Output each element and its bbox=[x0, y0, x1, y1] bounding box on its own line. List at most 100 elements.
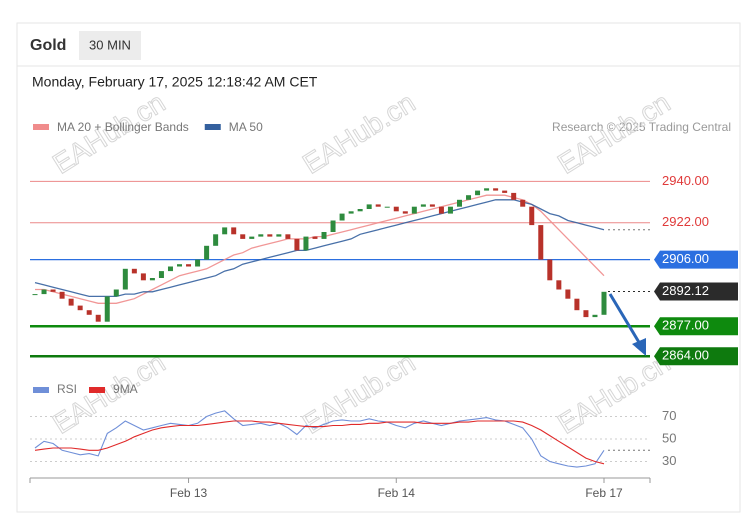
candle bbox=[411, 206, 417, 214]
candle bbox=[529, 206, 535, 226]
candle bbox=[475, 190, 481, 196]
ma-line bbox=[35, 194, 605, 304]
candle bbox=[493, 188, 499, 191]
candle bbox=[77, 305, 83, 311]
candle bbox=[158, 271, 164, 278]
candle bbox=[50, 289, 56, 292]
level-badge bbox=[654, 317, 738, 336]
rsi-tick-label: 70 bbox=[662, 408, 676, 423]
level-label: 2892.12 bbox=[662, 283, 709, 298]
candle bbox=[213, 234, 219, 246]
rsi-tick-label: 30 bbox=[662, 453, 676, 468]
legend-label: 9MA bbox=[113, 382, 138, 396]
x-tick-label: Feb 17 bbox=[585, 486, 623, 500]
candle bbox=[384, 206, 390, 208]
candle bbox=[447, 206, 453, 214]
candle bbox=[267, 234, 273, 237]
interval-badge[interactable] bbox=[79, 31, 141, 60]
candle bbox=[348, 211, 354, 214]
legend-label: MA 20 + Bollinger Bands bbox=[57, 120, 189, 134]
candle bbox=[104, 296, 110, 322]
candle bbox=[574, 298, 580, 311]
legend-swatch bbox=[33, 124, 49, 130]
candle bbox=[556, 280, 562, 290]
candle bbox=[195, 259, 201, 267]
candle bbox=[285, 234, 291, 239]
timestamp: Monday, February 17, 2025 12:18:42 AM CE… bbox=[32, 74, 318, 90]
card bbox=[16, 22, 741, 513]
level-badge bbox=[654, 347, 738, 366]
candle bbox=[32, 294, 38, 296]
candle bbox=[502, 190, 508, 193]
legend-label: MA 50 bbox=[229, 120, 263, 134]
candle bbox=[429, 204, 435, 207]
candle bbox=[41, 289, 47, 295]
candle bbox=[68, 298, 74, 306]
legend-swatch bbox=[204, 124, 221, 130]
candle bbox=[393, 206, 399, 212]
candle bbox=[484, 188, 490, 191]
legend-swatch bbox=[89, 387, 106, 393]
candle bbox=[339, 213, 345, 221]
legend-label: RSI bbox=[57, 382, 77, 396]
candle bbox=[113, 289, 119, 297]
level-label: 2864.00 bbox=[662, 348, 709, 363]
ma-line bbox=[34, 199, 605, 298]
candle bbox=[466, 195, 472, 200]
candle bbox=[601, 291, 607, 315]
candle bbox=[149, 278, 155, 281]
candle bbox=[321, 232, 327, 239]
legend-swatch bbox=[33, 387, 49, 393]
credit: Research © 2025 Trading Central bbox=[552, 120, 731, 134]
candle bbox=[276, 234, 282, 237]
x-tick-label: Feb 13 bbox=[170, 486, 208, 500]
symbol: Gold bbox=[30, 37, 66, 54]
candle bbox=[520, 199, 526, 207]
candle bbox=[330, 220, 336, 232]
level-label: 2877.00 bbox=[662, 318, 709, 333]
candle bbox=[357, 209, 363, 212]
candle bbox=[565, 289, 571, 299]
candle bbox=[303, 236, 309, 251]
candle bbox=[86, 310, 92, 315]
level-label: 2922.00 bbox=[662, 214, 709, 229]
candle bbox=[583, 310, 589, 318]
candle bbox=[294, 238, 300, 251]
candle bbox=[204, 245, 210, 260]
rsi-line bbox=[34, 420, 605, 465]
interval[interactable]: 30 MIN bbox=[89, 37, 131, 52]
level-label: 2906.00 bbox=[662, 251, 709, 266]
candle bbox=[59, 291, 65, 299]
candle bbox=[140, 273, 146, 281]
candle bbox=[186, 264, 192, 267]
candle bbox=[511, 192, 517, 200]
level-badge bbox=[654, 250, 738, 269]
candle bbox=[131, 268, 137, 274]
level-badge bbox=[654, 282, 738, 301]
candle bbox=[547, 259, 553, 281]
candle bbox=[538, 225, 544, 260]
rsi-tick-label: 50 bbox=[662, 430, 676, 445]
candle bbox=[375, 204, 381, 207]
candle bbox=[592, 314, 598, 318]
candle bbox=[167, 266, 173, 272]
candle bbox=[438, 206, 444, 214]
candle bbox=[222, 227, 228, 235]
candle bbox=[231, 227, 237, 235]
candle bbox=[249, 236, 255, 239]
candle bbox=[122, 268, 128, 290]
forecast-arrow bbox=[608, 293, 642, 345]
x-tick-label: Feb 14 bbox=[378, 486, 416, 500]
candle bbox=[456, 199, 462, 207]
forecast-arrow-head bbox=[632, 338, 646, 356]
candle bbox=[258, 234, 264, 237]
candle bbox=[366, 204, 372, 209]
candle bbox=[402, 211, 408, 214]
candle bbox=[177, 264, 183, 267]
candle bbox=[420, 204, 426, 207]
candle bbox=[312, 236, 318, 239]
candle bbox=[240, 234, 246, 239]
candle bbox=[95, 314, 101, 322]
level-label: 2940.00 bbox=[662, 173, 709, 188]
